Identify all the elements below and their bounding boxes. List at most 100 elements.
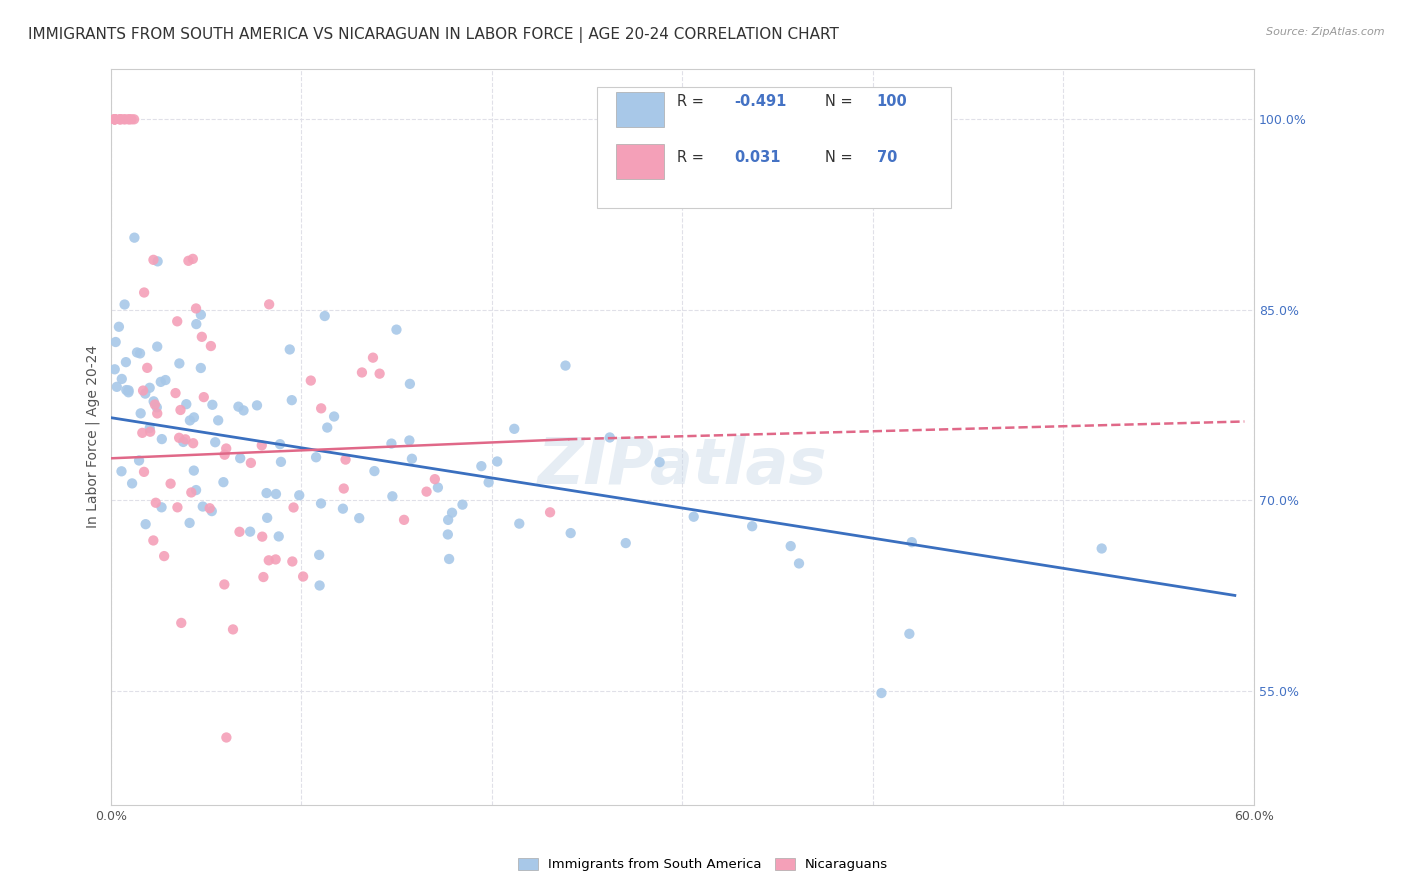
Point (283, 500, 305, 515)
Point (138, 421, 160, 435)
Text: R =: R = (676, 150, 713, 164)
Point (314, 309, 336, 323)
Point (198, 501, 221, 516)
Point (115, 383, 138, 397)
Point (441, 506, 464, 520)
Point (142, 533, 165, 548)
Point (117, 385, 139, 400)
Point (179, 516, 201, 530)
Point (150, 500, 173, 515)
Point (166, 500, 188, 515)
Point (437, 513, 460, 527)
Point (190, 308, 212, 322)
Point (323, 409, 346, 424)
Point (281, 554, 304, 568)
Point (134, 386, 156, 401)
Point (114, 112, 136, 127)
Text: 100: 100 (877, 95, 907, 110)
Point (288, 488, 311, 502)
Point (170, 615, 193, 630)
Legend: Immigrants from South America, Nicaraguans: Immigrants from South America, Nicaragua… (512, 853, 894, 877)
Point (560, 526, 582, 541)
Point (437, 527, 460, 541)
Point (104, 112, 127, 127)
Point (183, 464, 205, 478)
Point (478, 475, 501, 490)
Point (179, 413, 201, 427)
Point (361, 351, 384, 365)
Point (114, 297, 136, 311)
Point (142, 394, 165, 409)
Point (104, 112, 127, 127)
Point (309, 496, 332, 510)
Point (538, 505, 561, 519)
Point (190, 361, 212, 376)
Point (305, 450, 328, 465)
Point (191, 500, 214, 514)
Point (191, 330, 214, 344)
Point (264, 487, 287, 501)
Point (308, 548, 330, 562)
Point (142, 252, 165, 267)
Text: Source: ZipAtlas.com: Source: ZipAtlas.com (1267, 27, 1385, 37)
Point (104, 112, 127, 127)
Point (166, 314, 188, 328)
Point (269, 437, 291, 451)
Point (363, 464, 385, 478)
Point (186, 317, 208, 331)
Text: IMMIGRANTS FROM SOUTH AMERICA VS NICARAGUAN IN LABOR FORCE | AGE 20-24 CORRELATI: IMMIGRANTS FROM SOUTH AMERICA VS NICARAG… (28, 27, 839, 43)
Point (252, 530, 274, 544)
Point (741, 519, 763, 533)
Text: N =: N = (825, 95, 858, 110)
Point (228, 400, 250, 414)
Point (108, 319, 131, 334)
Point (135, 517, 157, 532)
Point (381, 489, 404, 503)
Point (149, 375, 172, 389)
Point (270, 455, 292, 469)
FancyBboxPatch shape (616, 144, 664, 179)
Point (648, 455, 671, 469)
Point (207, 413, 229, 427)
Point (250, 438, 273, 452)
Point (150, 432, 173, 446)
Point (125, 345, 148, 359)
Point (138, 381, 160, 395)
Point (214, 577, 236, 591)
Point (134, 285, 156, 300)
Point (437, 552, 460, 566)
Point (181, 436, 204, 450)
Point (132, 384, 155, 398)
Point (779, 539, 801, 553)
Point (1091, 541, 1114, 556)
Point (415, 484, 437, 499)
Point (232, 403, 254, 417)
Point (398, 434, 420, 448)
Point (153, 549, 176, 563)
Point (146, 401, 169, 415)
Point (385, 323, 408, 337)
Point (257, 553, 280, 567)
Point (180, 485, 202, 500)
Point (184, 483, 207, 497)
Point (264, 552, 287, 566)
Point (380, 436, 402, 450)
Point (870, 686, 893, 700)
FancyBboxPatch shape (596, 87, 950, 209)
Point (146, 340, 169, 354)
Point (146, 406, 169, 420)
Point (281, 393, 304, 408)
Point (108, 112, 131, 127)
Point (193, 390, 215, 404)
Point (139, 425, 162, 439)
Point (145, 496, 167, 510)
Text: R =: R = (676, 95, 709, 110)
Point (117, 384, 139, 398)
Point (256, 486, 278, 500)
Point (204, 435, 226, 450)
Point (214, 448, 236, 462)
Point (423, 472, 446, 486)
Point (335, 452, 357, 467)
Point (228, 524, 250, 539)
Point (128, 453, 150, 467)
